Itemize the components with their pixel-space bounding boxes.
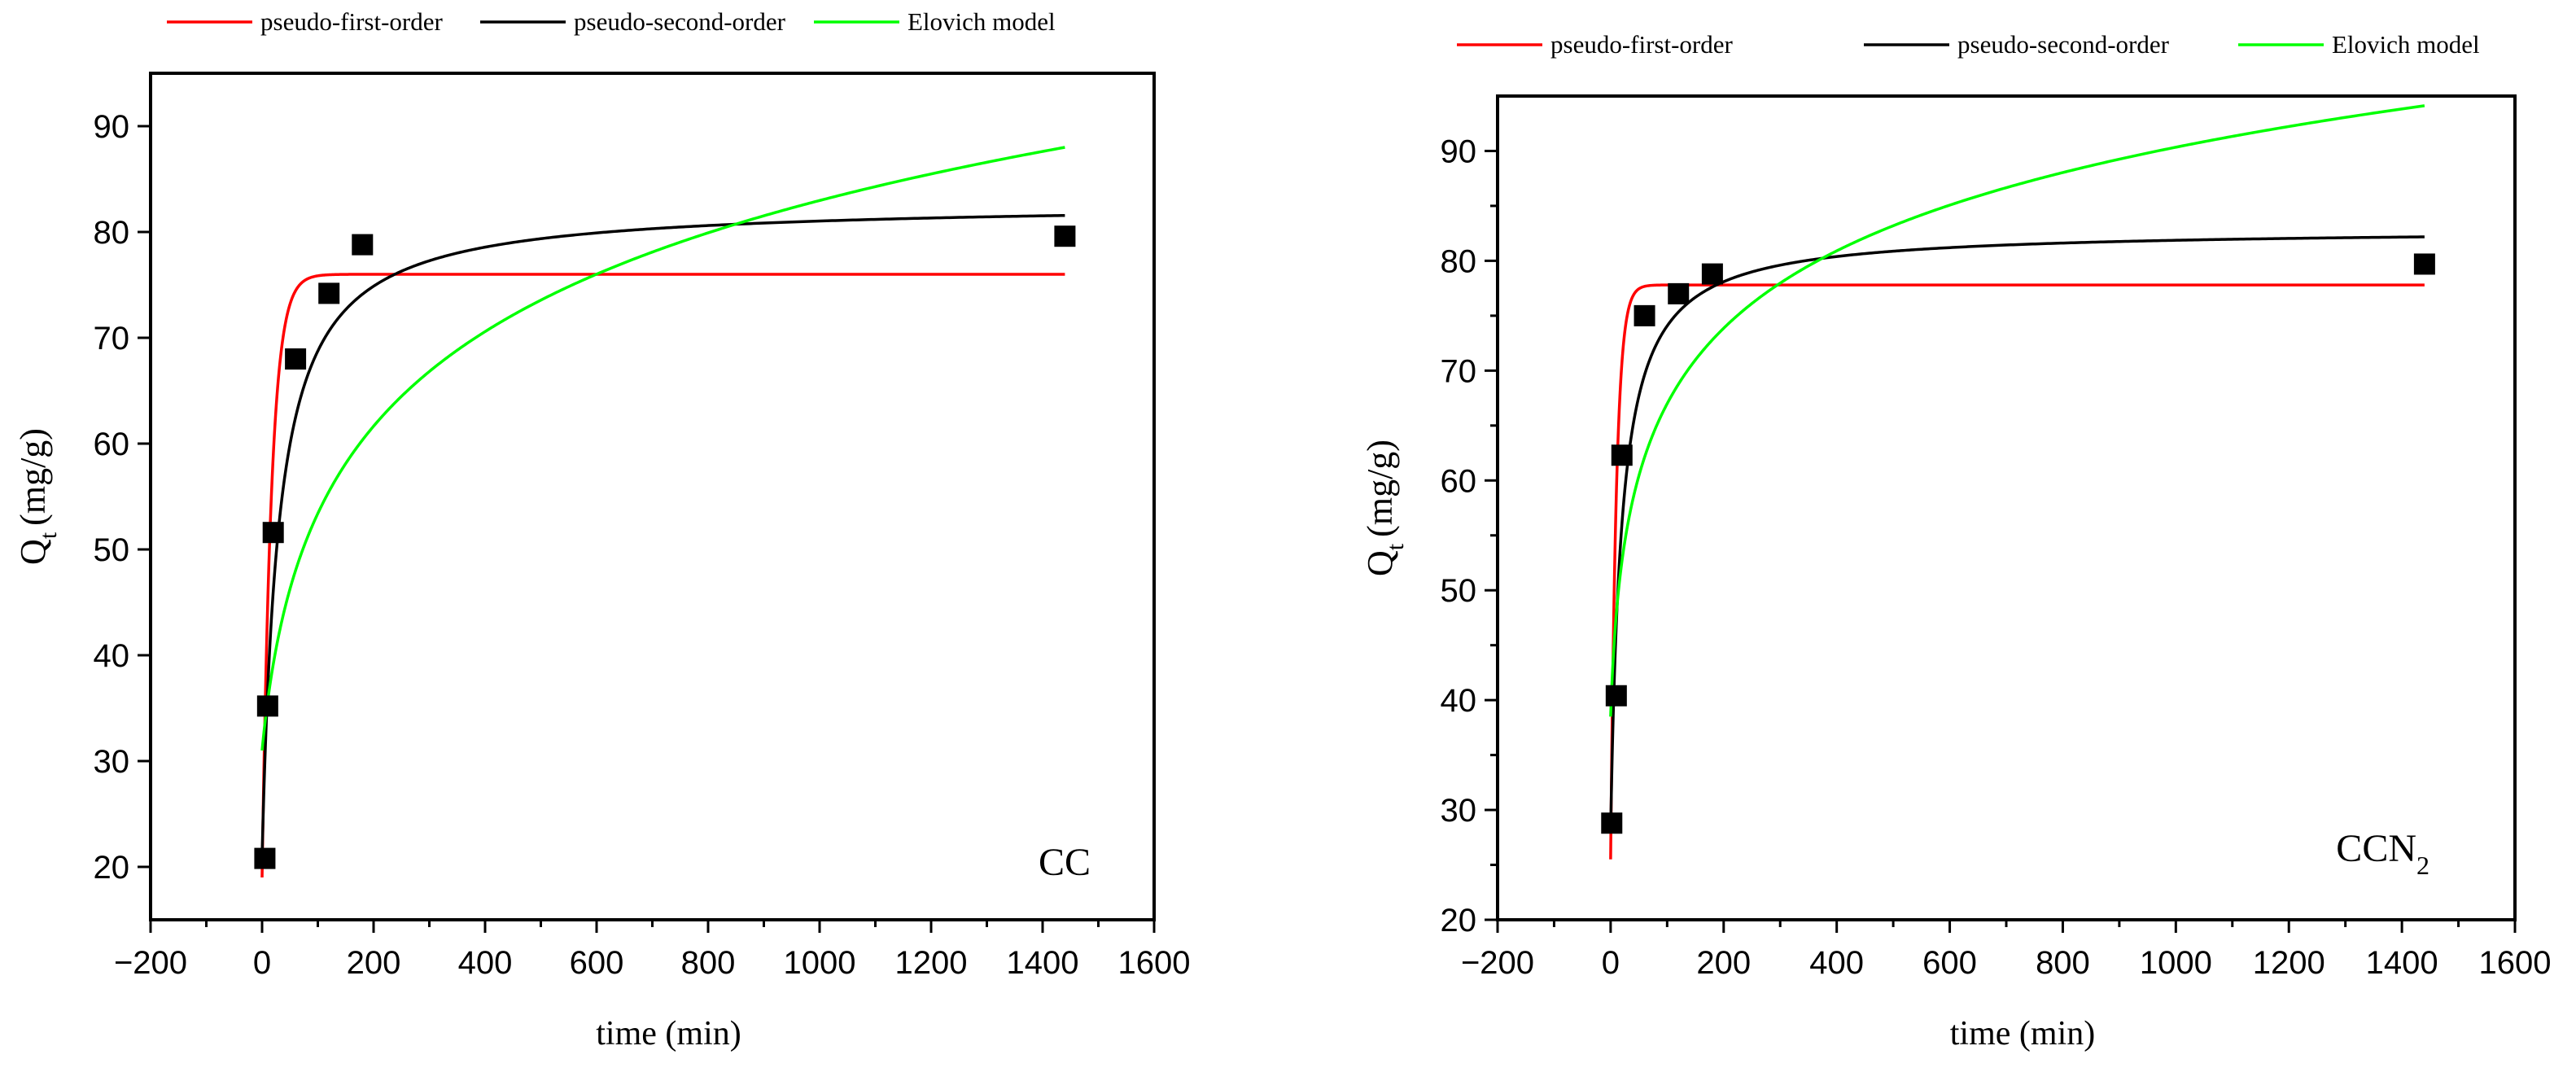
y-tick-label: 20 (94, 850, 130, 886)
plot-frame (149, 72, 1156, 921)
y-tick-label: 30 (1441, 793, 1477, 829)
data-point (318, 282, 340, 304)
data-point (1611, 444, 1633, 466)
panel-annotation-main: CCN (2336, 827, 2416, 870)
chart-panel-cc: pseudo-first-order pseudo-second-order Elo… (13, 7, 1190, 1052)
x-tick-label: 0 (1602, 945, 1620, 981)
y-tick-label: 40 (1441, 683, 1477, 719)
x-tick-label: 1400 (1007, 945, 1079, 981)
y-axis-label-unit: (mg/g) (1360, 440, 1400, 537)
plot-frame (1496, 94, 2517, 921)
x-tick-label: 600 (570, 945, 624, 981)
y-tick-label: 70 (1441, 353, 1477, 389)
y-tick-label: 60 (1441, 463, 1477, 499)
panel-annotation: CC (1039, 841, 1091, 884)
x-tick-label: 1000 (2140, 945, 2212, 981)
y-axis-label-main: Q (13, 539, 53, 565)
series-line-elovich (1609, 104, 2425, 719)
series-line-elovich (260, 146, 1065, 752)
data-point (254, 847, 276, 869)
y-tick-label: 30 (94, 744, 130, 780)
y-tick-label: 20 (1441, 903, 1477, 939)
data-point (1054, 225, 1076, 247)
y-tick-label: 90 (94, 109, 130, 145)
y-tick-label: 50 (94, 532, 130, 568)
y-tick-label: 90 (1441, 133, 1477, 169)
data-point (1601, 812, 1623, 834)
series-line-pfo (1609, 283, 2425, 861)
y-tick-label: 70 (94, 321, 130, 357)
x-tick-label: 400 (458, 945, 513, 981)
x-tick-label: 0 (253, 945, 271, 981)
x-tick-label: 200 (347, 945, 401, 981)
x-tick-label: 600 (1922, 945, 1977, 981)
y-tick-label: 60 (94, 427, 130, 462)
x-tick-label: 1600 (2479, 945, 2552, 981)
data-point (1605, 685, 1627, 707)
y-tick-label: 80 (1441, 243, 1477, 279)
y-tick-label: 80 (94, 215, 130, 251)
panel-annotation-sub: 2 (2416, 851, 2429, 880)
data-point (2413, 253, 2435, 275)
x-tick-label: 800 (681, 945, 736, 981)
y-axis-label-unit: (mg/g) (13, 428, 53, 526)
legend-label-2: Elovich model (2332, 30, 2480, 59)
panel-annotation-main: CC (1039, 841, 1091, 884)
x-tick-label: 800 (2036, 945, 2090, 981)
x-tick-label: −200 (114, 945, 187, 981)
y-tick-label: 50 (1441, 573, 1477, 609)
x-axis-label: time (min) (596, 1015, 741, 1052)
series-line-pso (1609, 235, 2425, 834)
legend-label-0: pseudo-first-order (260, 7, 443, 36)
series-line-pfo (260, 273, 1065, 879)
y-axis-label: Qt (mg/g) (13, 428, 62, 565)
legend-label-0: pseudo-first-order (1550, 30, 1733, 59)
data-point (1634, 304, 1655, 326)
y-tick-label: 40 (94, 638, 130, 674)
data-point (352, 234, 374, 256)
y-axis-label-sub: t (35, 532, 62, 539)
x-tick-label: 1000 (784, 945, 856, 981)
x-tick-label: 1200 (895, 945, 968, 981)
x-tick-label: 1200 (2253, 945, 2325, 981)
x-tick-label: 1600 (1118, 945, 1191, 981)
x-axis-label: time (min) (1950, 1015, 2095, 1052)
legend-label-1: pseudo-second-order (1957, 30, 2170, 59)
data-point (285, 348, 307, 370)
y-axis-label-main: Q (1360, 550, 1400, 576)
data-point (256, 695, 278, 717)
legend-label-2: Elovich model (908, 7, 1056, 36)
data-point (1668, 282, 1690, 304)
x-tick-label: 400 (1809, 945, 1864, 981)
chart-panel-ccn2: pseudo-first-order pseudo-second-order Elo… (1360, 30, 2551, 1052)
legend-label-1: pseudo-second-order (574, 7, 786, 36)
x-tick-label: 200 (1696, 945, 1751, 981)
panel-annotation: CCN2 (2336, 827, 2429, 880)
y-axis-label: Qt (mg/g) (1360, 440, 1409, 576)
data-point (1701, 263, 1723, 285)
x-tick-label: 1400 (2366, 945, 2438, 981)
x-tick-label: −200 (1461, 945, 1534, 981)
series-line-pso (260, 213, 1065, 858)
data-point (262, 522, 284, 544)
y-axis-label-sub: t (1382, 543, 1409, 550)
